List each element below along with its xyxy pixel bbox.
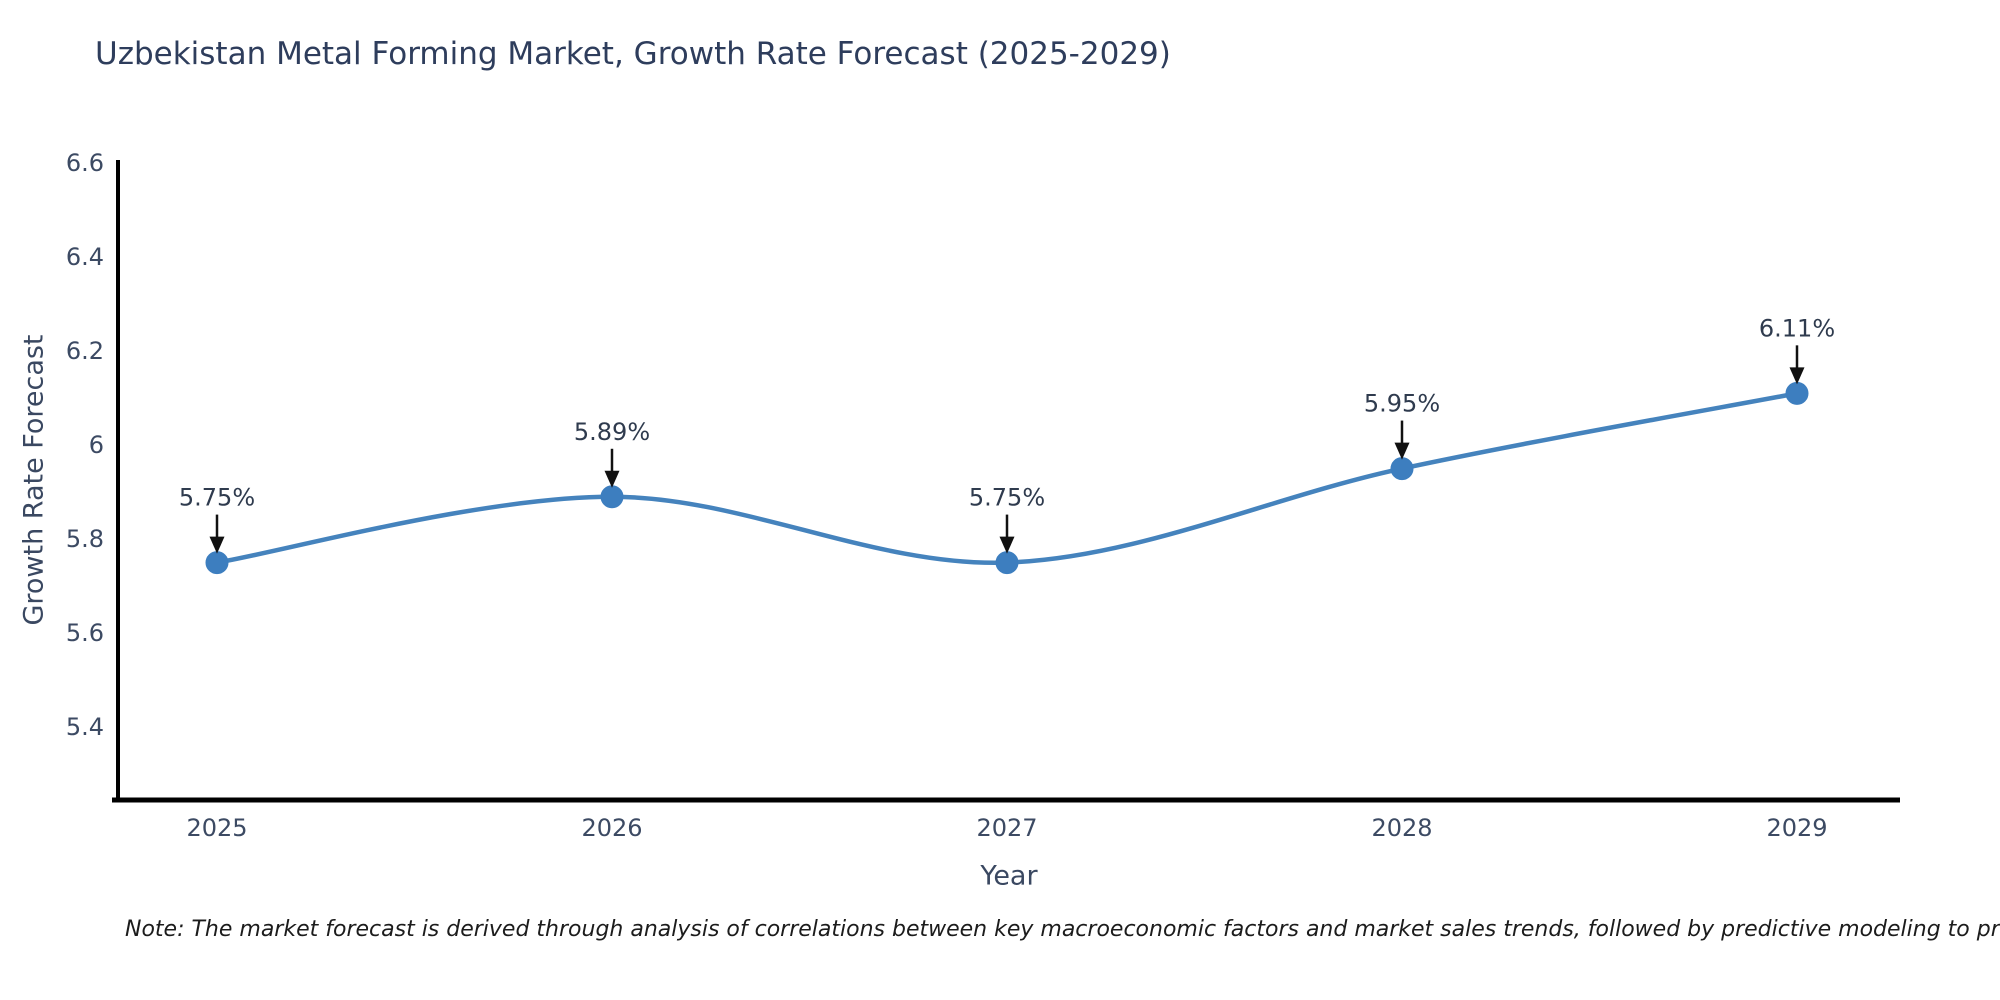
data-point xyxy=(1785,381,1809,405)
x-tick-label: 2028 xyxy=(1371,814,1432,842)
data-point xyxy=(995,551,1019,575)
annotation-arrowhead-icon xyxy=(999,536,1015,554)
data-point-label: 5.75% xyxy=(179,484,255,512)
chart-title: Uzbekistan Metal Forming Market, Growth … xyxy=(95,36,1171,72)
y-tick-label: 6.6 xyxy=(66,149,104,177)
y-tick-label: 5.6 xyxy=(66,619,104,647)
annotation-arrowhead-icon xyxy=(1394,442,1410,460)
data-point-label: 6.11% xyxy=(1759,314,1835,342)
x-tick-label: 2025 xyxy=(186,814,247,842)
data-point xyxy=(1390,457,1414,481)
y-tick-label: 6.4 xyxy=(66,243,104,271)
annotation-arrowhead-icon xyxy=(1789,367,1805,385)
x-tick-label: 2027 xyxy=(976,814,1037,842)
data-point xyxy=(205,551,229,575)
y-tick-label: 6.2 xyxy=(66,337,104,365)
data-point-label: 5.89% xyxy=(574,418,650,446)
data-point-label: 5.95% xyxy=(1364,390,1440,418)
footnote: Note: The market forecast is derived thr… xyxy=(125,917,2000,942)
x-tick-label: 2026 xyxy=(581,814,642,842)
x-axis-label: Year xyxy=(980,860,1038,892)
y-tick-label: 5.4 xyxy=(66,713,104,741)
data-point-label: 5.75% xyxy=(969,484,1045,512)
annotation-arrowhead-icon xyxy=(209,536,225,554)
annotation-arrowhead-icon xyxy=(604,470,620,488)
y-axis-label: Growth Rate Forecast xyxy=(18,334,50,626)
y-tick-label: 6 xyxy=(89,431,104,459)
x-tick-label: 2029 xyxy=(1766,814,1827,842)
data-point xyxy=(600,485,624,509)
y-tick-label: 5.8 xyxy=(66,525,104,553)
